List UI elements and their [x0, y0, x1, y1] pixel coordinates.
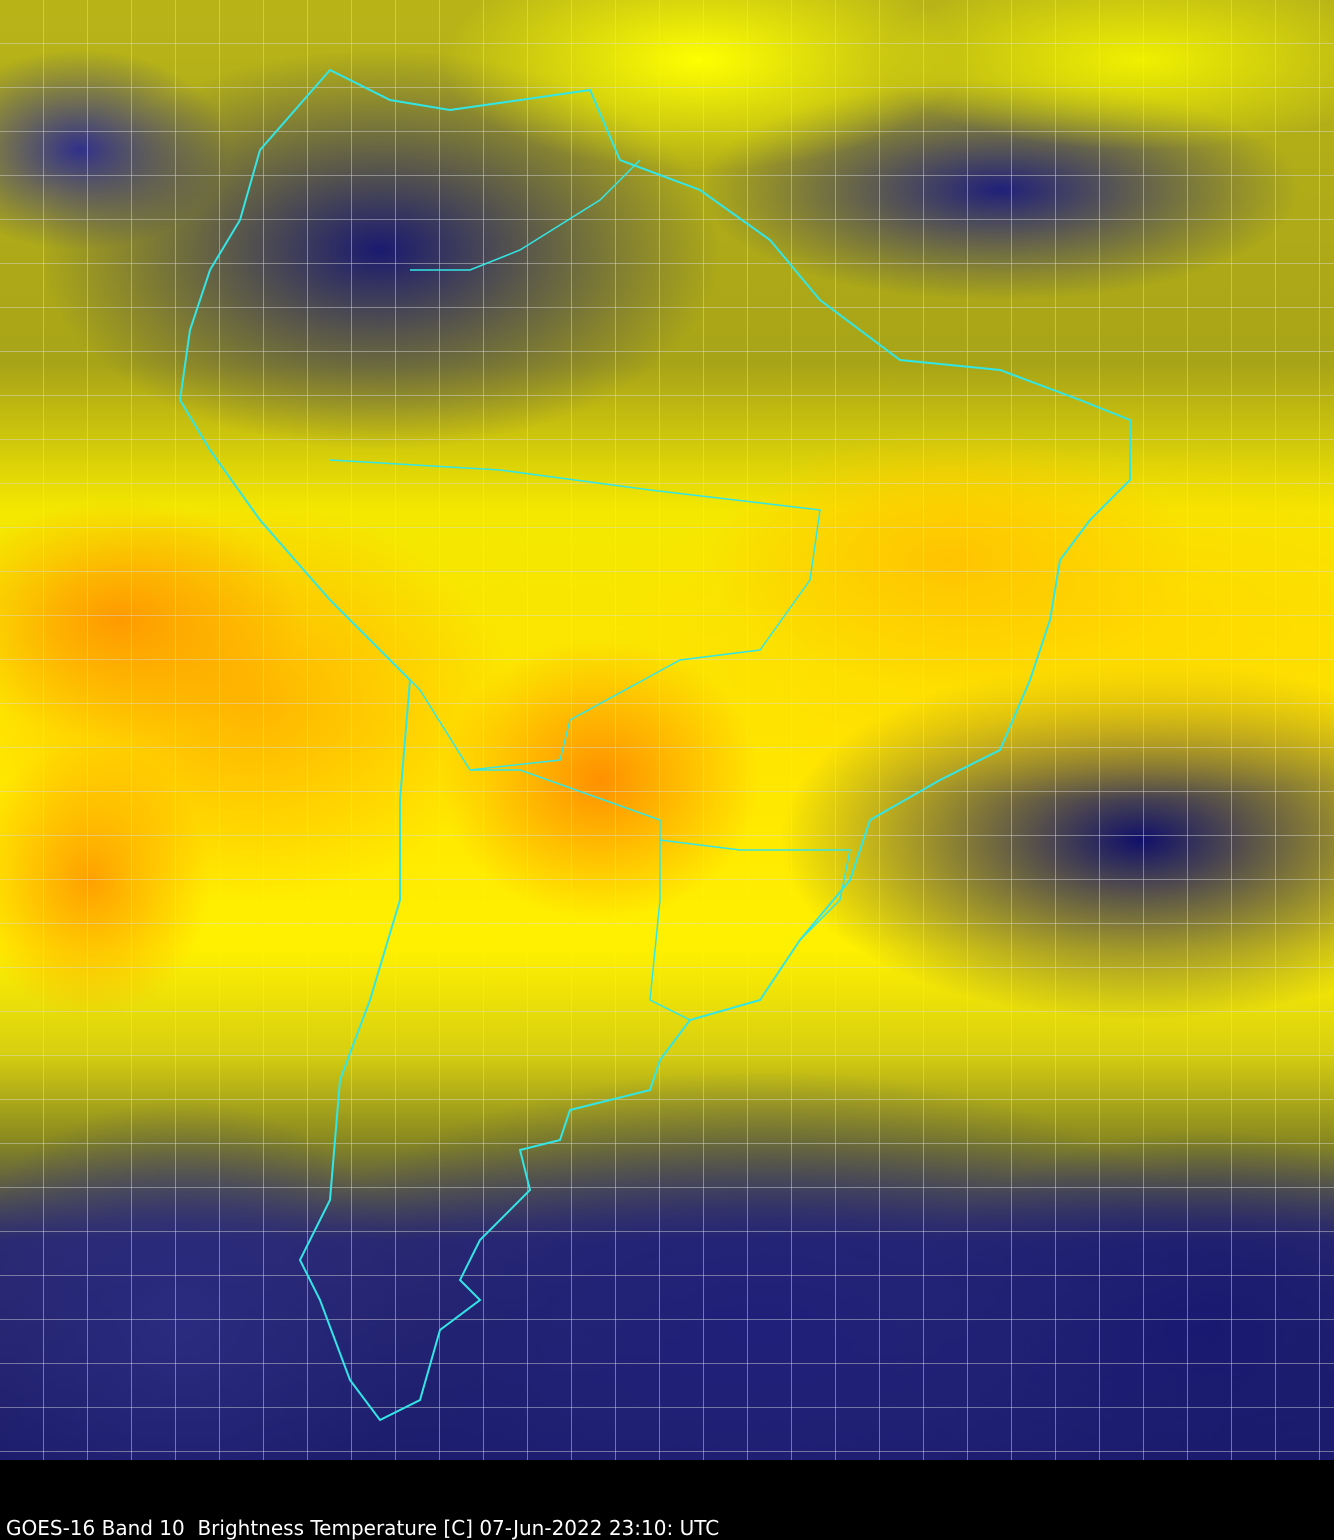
internal-borders [659, 839, 851, 941]
internal-borders [329, 459, 821, 771]
satellite-image [0, 0, 1334, 1460]
internal-borders [470, 769, 691, 1021]
internal-borders [410, 159, 641, 271]
country-borders [178, 68, 1131, 1422]
south-america-coastline [178, 68, 1131, 1422]
image-caption: GOES-16 Band 10 Brightness Temperature [… [6, 1516, 720, 1540]
caption-bar [0, 1460, 1334, 1540]
